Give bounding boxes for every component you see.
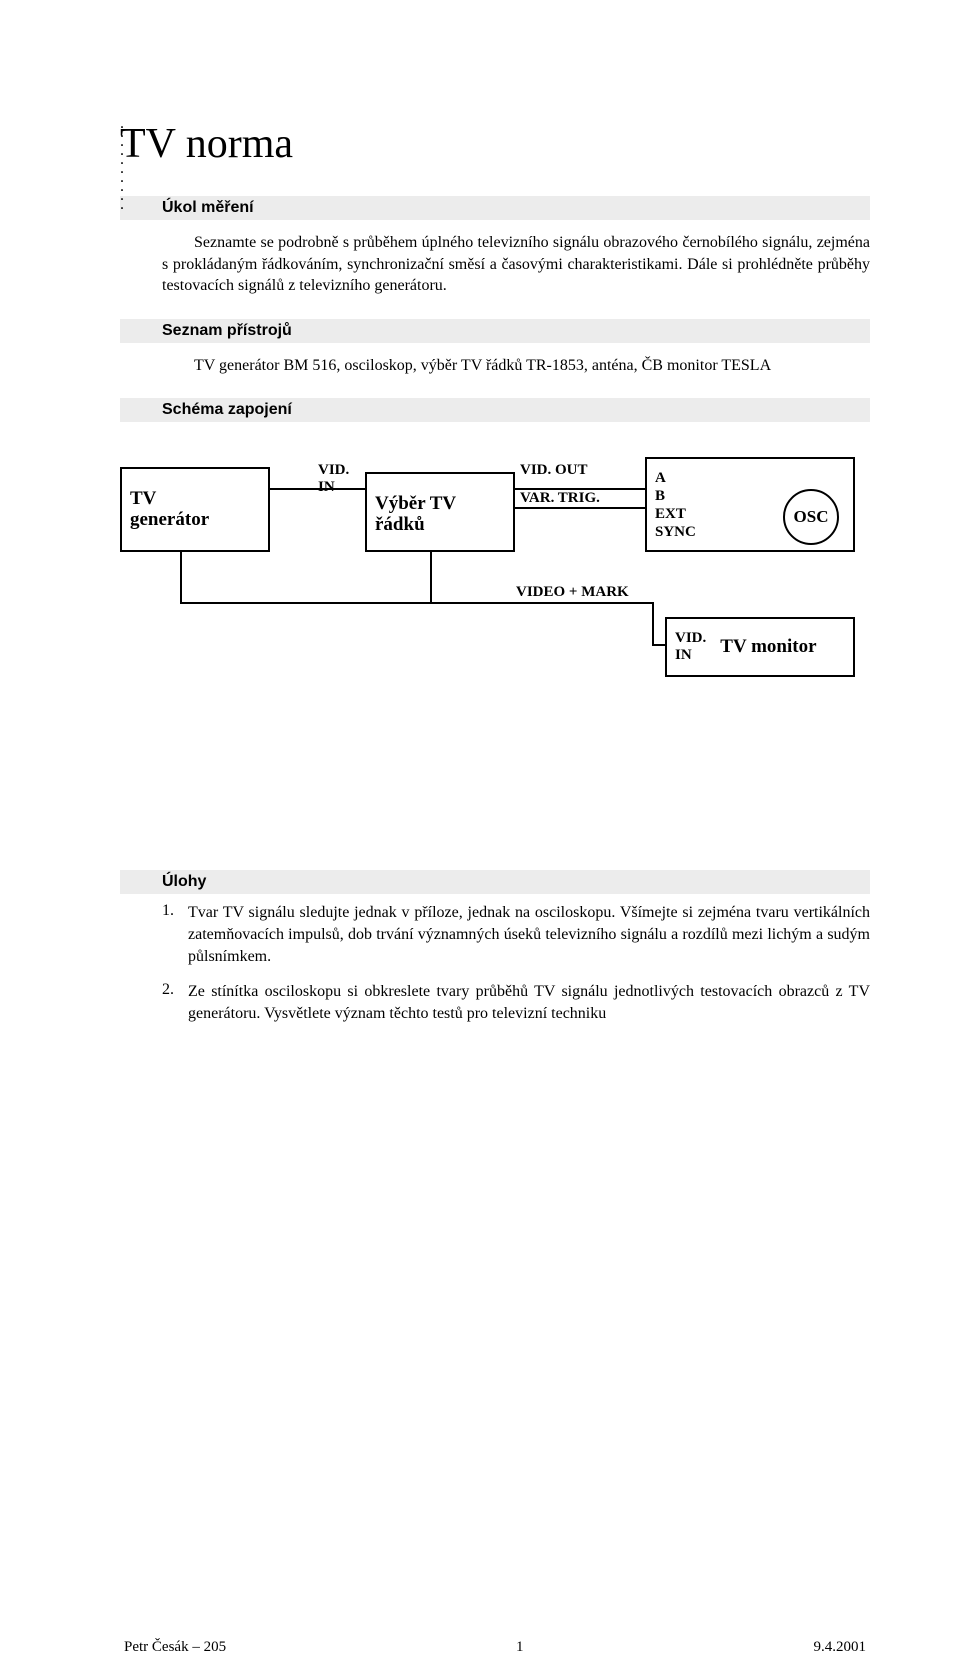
block-label: řádků [375,515,505,536]
wire [430,552,432,602]
tasks-list: 1. Tvar TV signálu sledujte jednak v pří… [120,902,870,1024]
list-text: Tvar TV signálu sledujte jednak v příloz… [188,902,870,967]
page: ..... ..... TV norma Úkol měření Seznamt… [0,120,960,1680]
block-tv-generator: TV generátor [120,467,270,552]
wire [515,507,645,509]
block-tv-monitor: VID. IN TV monitor [665,617,855,677]
wire-label: VID. IN [318,462,349,495]
port-label: A [655,469,845,487]
block-label: generátor [130,510,260,531]
wire-label-text: IN [318,479,349,496]
block-label: TV [130,489,260,510]
wire-label: VIDEO + MARK [516,584,629,601]
block-vyber-tv-radku: Výběr TV řádků [365,472,515,552]
wire-label-text: VID. [318,462,349,479]
list-item: 2. Ze stínítka osciloskopu si obkreslete… [162,981,870,1024]
wire [180,552,182,602]
osc-circle-label: OSC [794,507,829,527]
page-title: TV norma [120,120,870,168]
block-label: TV monitor [720,636,816,658]
block-label: Výběr TV [375,494,505,515]
wire [652,644,665,646]
wire-label: VAR. TRIG. [520,490,600,507]
wire-label: VID. OUT [520,462,588,479]
heading-seznam-pristroju: Seznam přístrojů [120,319,870,343]
body-ukol-mereni: Seznamte se podrobně s průběhem úplného … [120,228,870,301]
heading-ukol-mereni: Úkol měření [120,196,870,220]
footer-date: 9.4.2001 [813,1639,866,1656]
page-footer: Petr Česák – 205 1 9.4.2001 [120,1639,870,1656]
port-label: IN [675,647,706,664]
heading-schema-zapojeni: Schéma zapojení [120,398,870,422]
block-diagram: TV generátor Výběr TV řádků A B EXT SYNC… [120,432,860,732]
list-item: 1. Tvar TV signálu sledujte jednak v pří… [162,902,870,967]
footer-author: Petr Česák – 205 [124,1639,226,1656]
top-dotted-ornament: ..... ..... [120,120,124,210]
wire [180,602,654,604]
wire [652,602,654,644]
list-number: 1. [162,902,188,967]
list-number: 2. [162,981,188,1024]
heading-ulohy: Úlohy [120,870,870,894]
body-seznam-pristroju: TV generátor BM 516, osciloskop, výběr T… [120,351,870,381]
list-text: Ze stínítka osciloskopu si obkreslete tv… [188,981,870,1024]
footer-page-number: 1 [516,1639,524,1656]
osc-circle: OSC [783,489,839,545]
block-osciloskop: A B EXT SYNC OSC [645,457,855,552]
port-label: VID. [675,630,706,647]
